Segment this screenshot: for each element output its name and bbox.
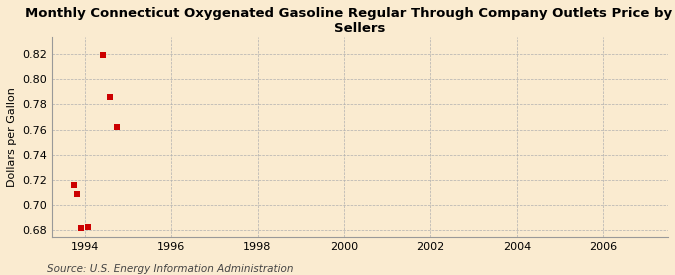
Point [83, 224, 94, 229]
Y-axis label: Dollars per Gallon: Dollars per Gallon [7, 87, 17, 187]
Point [68, 183, 79, 187]
Point [105, 95, 115, 99]
Title: Monthly Connecticut Oxygenated Gasoline Regular Through Company Outlets Price by: Monthly Connecticut Oxygenated Gasoline … [24, 7, 675, 35]
Point [97, 53, 108, 57]
Point [111, 125, 122, 129]
Text: Source: U.S. Energy Information Administration: Source: U.S. Energy Information Administ… [47, 264, 294, 274]
Point [72, 192, 83, 196]
Point [76, 226, 86, 230]
